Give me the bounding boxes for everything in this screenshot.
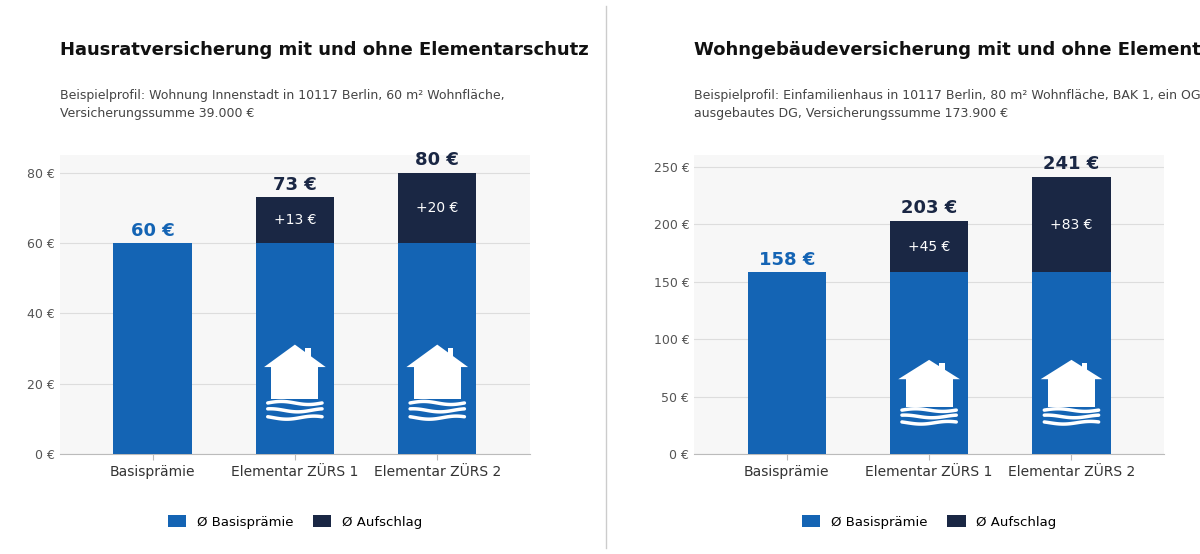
Bar [1032,273,1111,454]
Text: 158 €: 158 € [758,251,815,269]
Text: 203 €: 203 € [901,199,958,217]
Text: 60 €: 60 € [131,222,174,239]
Bar [890,273,968,454]
Text: 73 €: 73 € [274,176,317,194]
Bar [398,173,476,243]
Bar [748,273,826,454]
FancyBboxPatch shape [906,379,953,407]
Text: 241 €: 241 € [1043,155,1099,173]
FancyBboxPatch shape [1082,363,1087,373]
Polygon shape [264,345,325,367]
Polygon shape [899,360,960,379]
Text: +45 €: +45 € [908,239,950,254]
FancyBboxPatch shape [414,367,461,399]
Text: +20 €: +20 € [416,201,458,215]
Text: +83 €: +83 € [1050,218,1093,232]
Text: 80 €: 80 € [415,151,460,169]
Polygon shape [407,345,468,367]
Text: Beispielprofil: Einfamilienhaus in 10117 Berlin, 80 m² Wohnfläche, BAK 1, ein OG: Beispielprofil: Einfamilienhaus in 10117… [695,89,1200,120]
Bar [1032,177,1111,273]
Legend: Ø Basisprämie, Ø Aufschlag: Ø Basisprämie, Ø Aufschlag [168,515,422,529]
Bar [113,243,192,454]
Text: Hausratversicherung mit und ohne Elementarschutz: Hausratversicherung mit und ohne Element… [60,42,589,59]
Text: +13 €: +13 € [274,213,316,227]
FancyBboxPatch shape [1048,379,1094,407]
Bar [256,243,334,454]
Bar [398,243,476,454]
Legend: Ø Basisprämie, Ø Aufschlag: Ø Basisprämie, Ø Aufschlag [802,515,1056,529]
Bar [256,197,334,243]
FancyBboxPatch shape [448,348,452,360]
Bar [890,220,968,273]
FancyBboxPatch shape [305,348,311,360]
FancyBboxPatch shape [940,363,944,373]
FancyBboxPatch shape [271,367,318,399]
Text: Beispielprofil: Wohnung Innenstadt in 10117 Berlin, 60 m² Wohnfläche,
Versicheru: Beispielprofil: Wohnung Innenstadt in 10… [60,89,505,120]
Polygon shape [1040,360,1103,379]
Text: Wohngebäudeversicherung mit und ohne Elementarschutz: Wohngebäudeversicherung mit und ohne Ele… [695,42,1200,59]
